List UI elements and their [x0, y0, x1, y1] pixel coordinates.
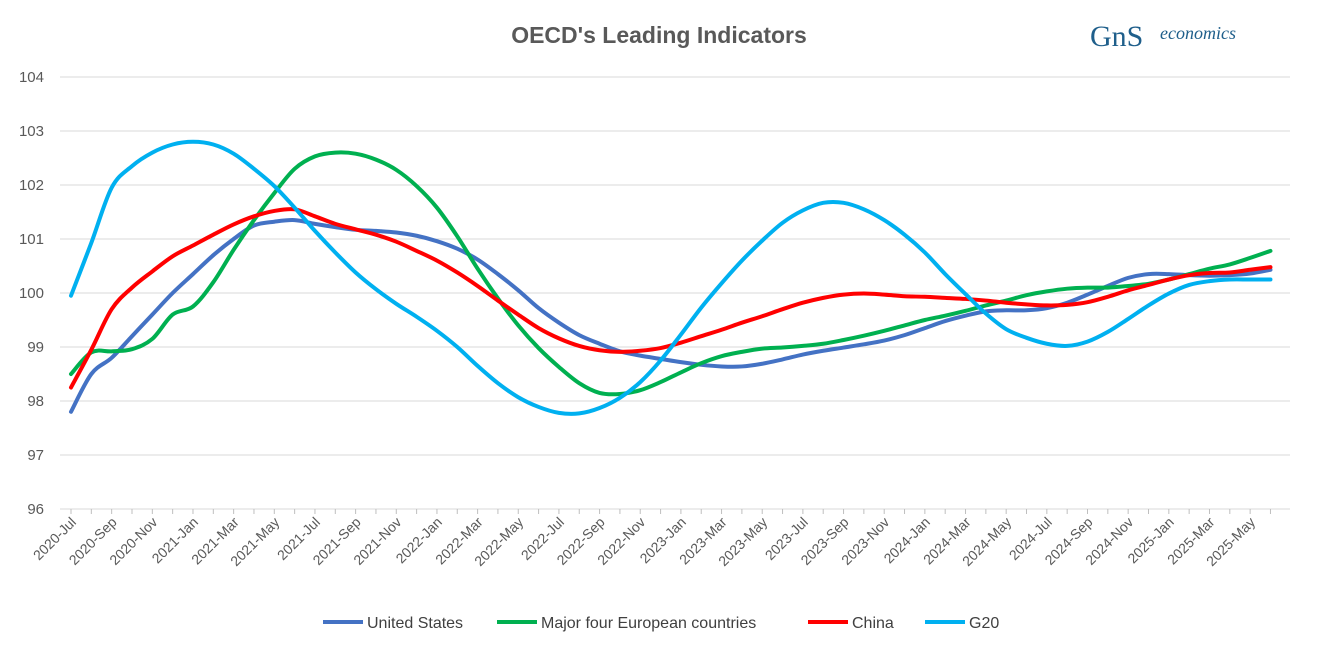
- series-line-g20: [69, 139, 1273, 416]
- series-line-united-states: [69, 218, 1273, 414]
- y-axis: 96 97 98 99 100 101 102 103 104: [19, 69, 44, 518]
- logo-wordmark: economics: [1160, 23, 1236, 43]
- legend-label-g20: G20: [969, 615, 999, 632]
- y-tick-label: 101: [19, 231, 44, 248]
- legend-label-major-four-european-countries: Major four European countries: [541, 615, 756, 632]
- y-tick-label: 102: [19, 177, 44, 194]
- plot-series: [69, 139, 1273, 416]
- series-line-major-four-european-countries: [69, 150, 1273, 397]
- logo-mark: GnS: [1090, 20, 1143, 53]
- logo: GnS economics: [1090, 20, 1236, 53]
- y-tick-label: 100: [19, 285, 44, 302]
- y-tick-label: 99: [27, 339, 44, 356]
- y-tick-label: 98: [27, 393, 44, 410]
- legend-label-united-states: United States: [367, 615, 463, 632]
- legend-label-china: China: [852, 615, 894, 632]
- gridlines: [60, 76, 1290, 510]
- chart-title: OECD's Leading Indicators: [511, 22, 807, 48]
- legend: United States Major four European countri…: [323, 615, 999, 632]
- x-axis: 2020-Jul2020-Sep2020-Nov2021-Jan2021-Mar…: [30, 509, 1271, 569]
- y-tick-label: 96: [27, 501, 44, 518]
- y-tick-label: 104: [19, 69, 44, 86]
- y-tick-label: 97: [27, 447, 44, 464]
- y-tick-label: 103: [19, 123, 44, 140]
